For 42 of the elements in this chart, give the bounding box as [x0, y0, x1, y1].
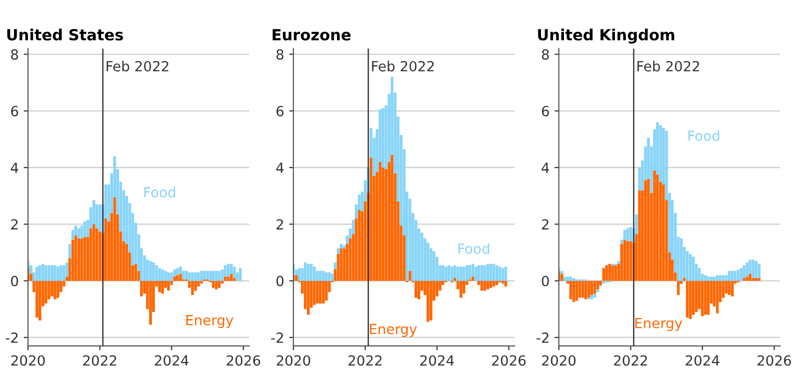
series-label: Food: [688, 130, 720, 141]
y-tick-label: 6: [11, 106, 18, 116]
series-label: Food: [458, 243, 490, 254]
ref-line-label: Feb 2022: [106, 60, 168, 72]
chart-title: United States: [7, 28, 123, 41]
x-tick-label: 2024: [154, 355, 188, 366]
series-label: Energy: [186, 315, 234, 328]
x-tick-label: 2022: [614, 355, 647, 366]
y-tick-label: 4: [276, 162, 284, 173]
x-tick-label: 2020: [542, 355, 576, 366]
x-tick-label: 2024: [420, 355, 454, 366]
y-tick-label: 6: [276, 106, 284, 116]
x-tick-label: 2020: [276, 355, 310, 366]
x-tick-label: 2024: [686, 355, 720, 366]
y-tick-label: 8: [11, 49, 18, 60]
y-tick-label: -2: [536, 332, 548, 343]
series-label: Energy: [370, 324, 417, 337]
y-tick-label: 8: [276, 49, 284, 60]
series-label: Food: [144, 186, 176, 198]
x-tick-label: 2022: [348, 355, 382, 366]
chart-title: United Kingdom: [538, 28, 674, 44]
ref-line-label: Feb 2022: [638, 60, 700, 72]
y-tick-label: 4: [10, 162, 18, 173]
y-tick-label: 2: [276, 219, 283, 230]
y-tick-label: 8: [542, 49, 549, 60]
y-tick-label: 0: [276, 276, 284, 286]
y-tick-label: 0: [11, 276, 18, 286]
y-tick-label: 2: [542, 219, 548, 230]
y-tick-label: 2: [11, 219, 18, 230]
y-tick-label: 4: [542, 162, 550, 173]
x-tick-label: 2020: [11, 355, 45, 366]
x-tick-label: 2026: [226, 355, 260, 366]
x-tick-label: 2026: [758, 355, 791, 366]
y-tick-label: -2: [271, 332, 283, 343]
series-label: Energy: [635, 318, 682, 331]
y-tick-label: 0: [542, 276, 549, 286]
y-tick-label: -2: [6, 332, 18, 343]
chart-title: Eurozone: [272, 29, 351, 41]
y-tick-label: 6: [542, 106, 549, 116]
x-tick-label: 2022: [83, 355, 116, 366]
x-tick-label: 2026: [492, 355, 526, 366]
ref-line-label: Feb 2022: [372, 60, 434, 72]
